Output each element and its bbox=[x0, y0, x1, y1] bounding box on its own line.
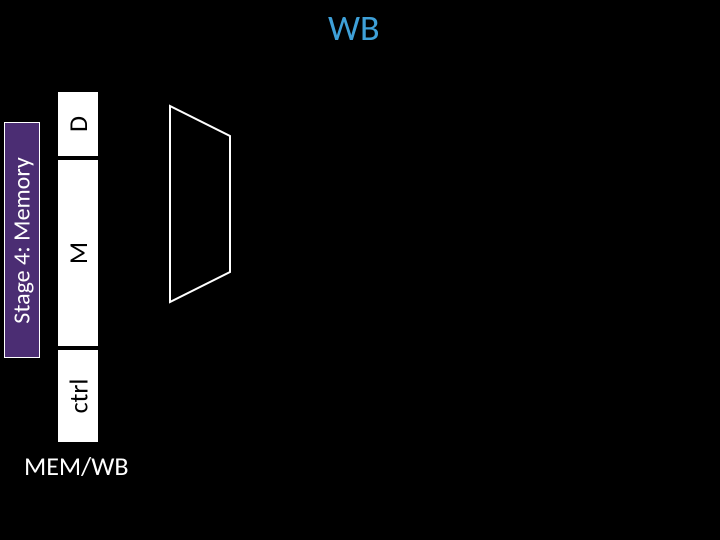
mux-polygon bbox=[170, 106, 230, 302]
mux-shape bbox=[0, 0, 720, 540]
